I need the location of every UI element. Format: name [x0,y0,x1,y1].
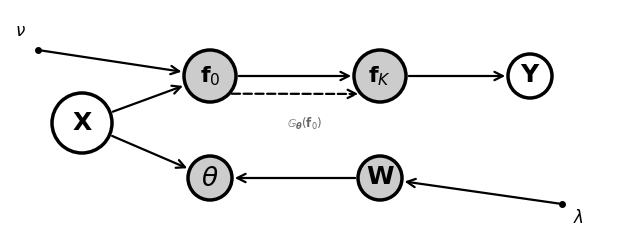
Ellipse shape [52,93,112,153]
Text: $\lambda$: $\lambda$ [573,209,584,227]
Ellipse shape [184,50,236,102]
Text: $\mathbf{f}_0$: $\mathbf{f}_0$ [200,64,220,88]
Text: $\mathbb{G}_{\boldsymbol{\theta}}(\mathbf{f}_0)$: $\mathbb{G}_{\boldsymbol{\theta}}(\mathb… [287,116,323,132]
Text: $\mathbf{X}$: $\mathbf{X}$ [72,111,92,135]
Text: $\theta$: $\theta$ [201,166,219,190]
Ellipse shape [354,50,406,102]
Ellipse shape [358,156,402,200]
Ellipse shape [508,54,552,98]
Text: $\mathbf{W}$: $\mathbf{W}$ [365,167,394,189]
Text: $\nu$: $\nu$ [15,22,26,40]
Text: $\mathbf{Y}$: $\mathbf{Y}$ [520,64,540,88]
Text: $\mathbf{f}_K$: $\mathbf{f}_K$ [369,64,392,88]
Ellipse shape [188,156,232,200]
